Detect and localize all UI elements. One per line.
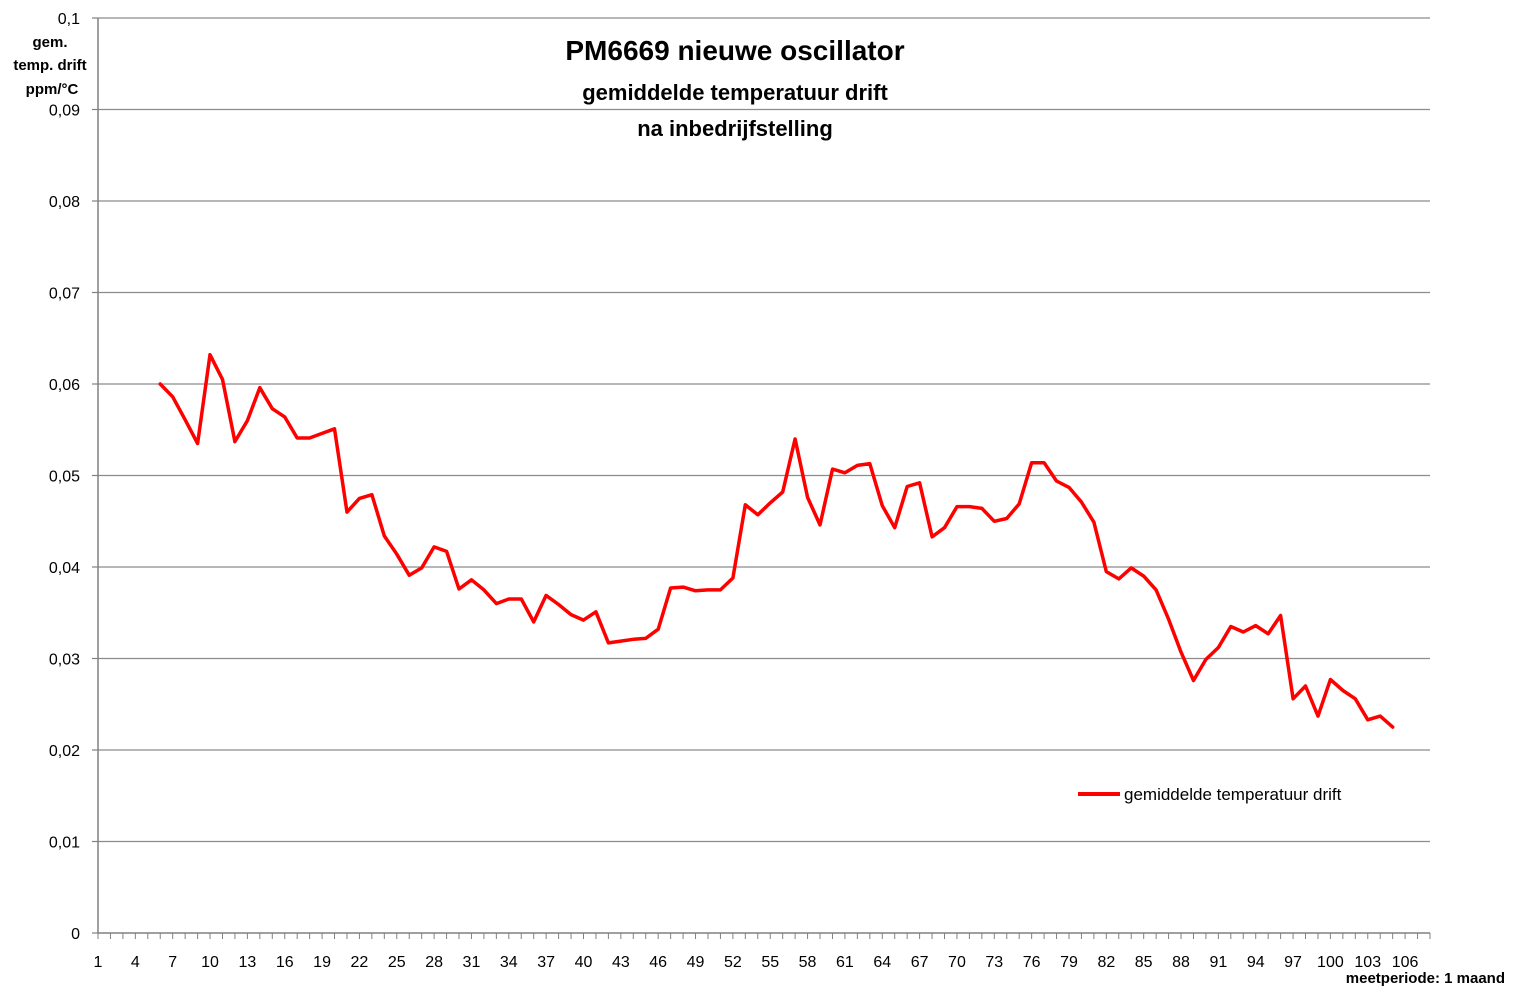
y-tick-label: 0,04 — [49, 560, 80, 577]
x-tick-label: 7 — [168, 954, 177, 971]
y-axis-title-line-3: ppm/°C — [26, 81, 79, 98]
y-tick-label: 0,1 — [58, 11, 80, 28]
y-tick-label: 0,02 — [49, 743, 80, 760]
legend: gemiddelde temperatuur drift — [1078, 785, 1342, 804]
x-tick-label: 97 — [1284, 954, 1302, 971]
x-tick-label: 31 — [463, 954, 481, 971]
y-tick-label: 0,05 — [49, 469, 80, 486]
x-tick-label: 82 — [1097, 954, 1115, 971]
x-tick-label: 1 — [94, 954, 103, 971]
x-tick-label: 10 — [201, 954, 219, 971]
x-tick-label: 88 — [1172, 954, 1190, 971]
x-tick-label: 70 — [948, 954, 966, 971]
x-tick-labels: 1 4 7 10 13 16 19 22 25 28 31 34 37 40 43 46 49 52 55 58 61 6… — [94, 954, 1419, 971]
y-tick-label: 0,01 — [49, 835, 80, 852]
x-tick-label: 67 — [911, 954, 929, 971]
x-tick-label: 55 — [761, 954, 779, 971]
gridlines — [98, 17, 1430, 843]
axes — [92, 17, 1431, 939]
x-tick-label: 34 — [500, 954, 518, 971]
legend-label: gemiddelde temperatuur drift — [1124, 785, 1342, 804]
x-tick-label: 58 — [799, 954, 817, 971]
y-tick-label: 0,06 — [49, 377, 80, 394]
x-tick-label: 79 — [1060, 954, 1078, 971]
series-line — [158, 352, 1395, 729]
y-tick-labels: 0 0,01 0,02 0,03 0,04 0,05 0,06 0,07 0,08 0,09 0,1 — [49, 11, 80, 943]
x-tick-label: 103 — [1354, 954, 1381, 971]
x-tick-label: 19 — [313, 954, 331, 971]
y-tick-label: 0,09 — [49, 103, 80, 120]
x-tick-label: 64 — [873, 954, 891, 971]
y-axis-title-line-1: gem. — [32, 34, 67, 51]
chart-subtitle-line-2: na inbedrijfstelling — [637, 116, 833, 141]
x-tick-label: 4 — [131, 954, 140, 971]
y-tick-label: 0,08 — [49, 194, 80, 211]
x-tick-label: 13 — [238, 954, 256, 971]
y-tick-label: 0,03 — [49, 652, 80, 669]
y-tick-label: 0,07 — [49, 286, 80, 303]
x-tick-label: 49 — [687, 954, 705, 971]
x-tick-label: 106 — [1392, 954, 1419, 971]
x-tick-label: 85 — [1135, 954, 1153, 971]
series-lines — [158, 352, 1395, 729]
x-tick-label: 37 — [537, 954, 555, 971]
x-tick-label: 91 — [1209, 954, 1227, 971]
y-tick-label: 0 — [71, 926, 80, 943]
x-tick-label: 22 — [351, 954, 369, 971]
x-tick-label: 73 — [985, 954, 1003, 971]
x-tick-label: 52 — [724, 954, 742, 971]
y-axis-title-line-2: temp. drift — [13, 57, 86, 74]
x-tick-label: 61 — [836, 954, 854, 971]
x-tick-label: 94 — [1247, 954, 1265, 971]
x-tick-label: 16 — [276, 954, 294, 971]
x-tick-label: 28 — [425, 954, 443, 971]
x-tick-label: 25 — [388, 954, 406, 971]
x-tick-label: 76 — [1023, 954, 1041, 971]
x-tick-label: 40 — [575, 954, 593, 971]
x-axis-title: meetperiode: 1 maand — [1346, 970, 1505, 987]
x-tick-label: 43 — [612, 954, 630, 971]
x-tick-label: 100 — [1317, 954, 1344, 971]
x-tick-label: 46 — [649, 954, 667, 971]
chart-subtitle-line-1: gemiddelde temperatuur drift — [582, 80, 888, 105]
chart-title: PM6669 nieuwe oscillator — [565, 35, 904, 66]
